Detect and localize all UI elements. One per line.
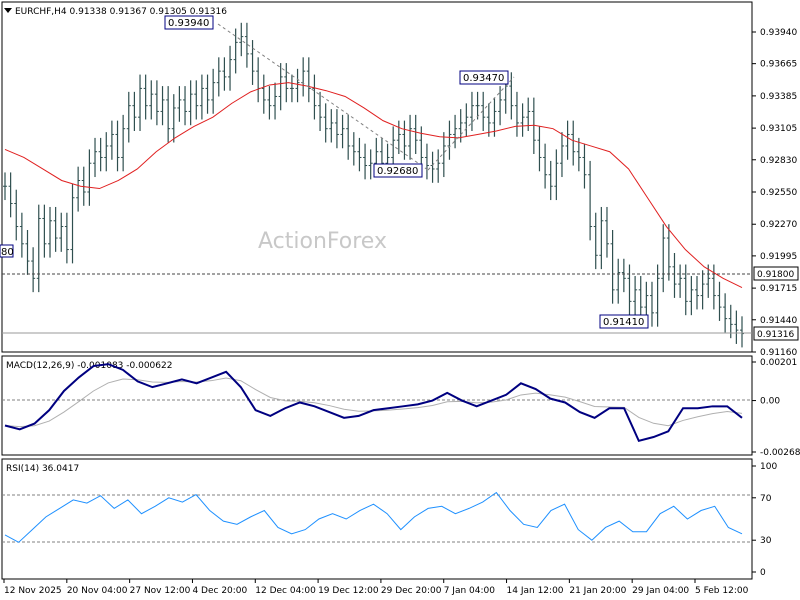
price-tick-label: 0.92550 [760, 188, 797, 198]
x-tick-label: 12 Dec 04:00 [255, 586, 316, 596]
x-tick-label: 5 Feb 12:00 [695, 586, 749, 596]
price-tick-label: 0.93105 [760, 124, 797, 134]
price-tick-label: 0.93940 [760, 28, 797, 38]
x-tick-label: 21 Jan 20:00 [569, 586, 626, 596]
x-tick-label: 20 Nov 04:00 [67, 586, 128, 596]
macd-header: MACD(12,26,9) -0.001083 -0.000622 [6, 361, 172, 371]
label-left-cut-text: 80 [1, 247, 14, 258]
macd-y-axis: 0.00201 0.00 -0.002681 [752, 358, 800, 458]
price-tick-label: 0.93385 [760, 92, 797, 102]
label-high2: 0.93470 [459, 70, 509, 85]
watermark: ActionForex [258, 229, 387, 254]
label-low2: 0.91410 [599, 314, 649, 329]
price-bars [3, 22, 744, 348]
dropdown-triangle-icon[interactable] [4, 8, 12, 13]
x-tick-label: 14 Jan 12:00 [507, 586, 564, 596]
macd-line [4, 363, 743, 443]
rsi-tick-label: 30 [760, 536, 772, 546]
macd-tick-label: 0.00201 [760, 358, 797, 368]
label-low1-text: 0.92680 [377, 166, 418, 177]
label-high1: 0.93940 [164, 15, 214, 30]
label-high1-text: 0.93940 [168, 18, 209, 29]
price-header: EURCHF,H4 0.91338 0.91367 0.91305 0.9131… [15, 7, 227, 17]
price-tick-label: 0.93665 [760, 60, 797, 70]
rsi-header: RSI(14) 36.0417 [6, 464, 79, 474]
price-tick-label: 0.91995 [760, 252, 797, 262]
level-dashed-tag-text: 0.91800 [757, 270, 794, 280]
price-tick-label: 0.91715 [760, 284, 797, 294]
x-tick-label: 4 Dec 20:00 [192, 586, 247, 596]
rsi-tick-label: 0 [760, 568, 766, 578]
price-tick-label: 0.91440 [760, 316, 797, 326]
x-tick-label: 7 Jan 04:00 [444, 586, 496, 596]
label-high1-box [164, 15, 214, 30]
x-tick-label: 29 Jan 04:00 [632, 586, 689, 596]
label-left-cut: 80 [0, 244, 14, 258]
rsi-tick-label: 100 [760, 462, 777, 472]
level-dashed-tag: 0.91800 [753, 266, 799, 281]
level-current-tag: 0.91316 [753, 326, 799, 341]
level-current-tag-box [753, 326, 799, 341]
label-high2-box [459, 70, 509, 85]
rsi-panel-frame [1, 458, 753, 580]
x-tick-label: 29 Dec 20:00 [381, 586, 442, 596]
x-tick-label: 12 Nov 2025 [4, 586, 62, 596]
label-low1-box [373, 163, 423, 178]
price-tick-label: 0.91160 [760, 348, 797, 358]
rsi-y-axis: 100 70 30 0 [752, 462, 777, 578]
label-left-cut-box [0, 244, 14, 258]
dashed-guide-lines [217, 23, 515, 171]
moving-average-line [4, 82, 743, 288]
label-low2-box [599, 314, 649, 329]
level-dashed-tag-box [753, 266, 799, 281]
level-current-tag-text: 0.91316 [757, 330, 794, 340]
price-y-axis: 0.93940 0.93665 0.93385 0.93105 0.92830 0.925… [752, 28, 797, 358]
label-high2-text: 0.93470 [463, 73, 504, 84]
x-tick-label: 19 Dec 12:00 [318, 586, 379, 596]
macd-tick-label: -0.002681 [760, 448, 800, 458]
macd-tick-label: 0.00 [760, 397, 780, 407]
guide-high-to-low [217, 23, 429, 171]
price-tick-label: 0.92270 [760, 220, 797, 230]
label-low2-text: 0.91410 [603, 317, 644, 328]
price-tick-label: 0.92830 [760, 156, 797, 166]
rsi-tick-label: 70 [760, 494, 772, 504]
rsi-line [4, 491, 743, 543]
x-tick-label: 27 Nov 12:00 [130, 586, 191, 596]
time-x-axis: 12 Nov 2025 20 Nov 04:00 27 Nov 12:00 4 Dec… [3, 579, 749, 596]
label-low1: 0.92680 [373, 163, 423, 178]
